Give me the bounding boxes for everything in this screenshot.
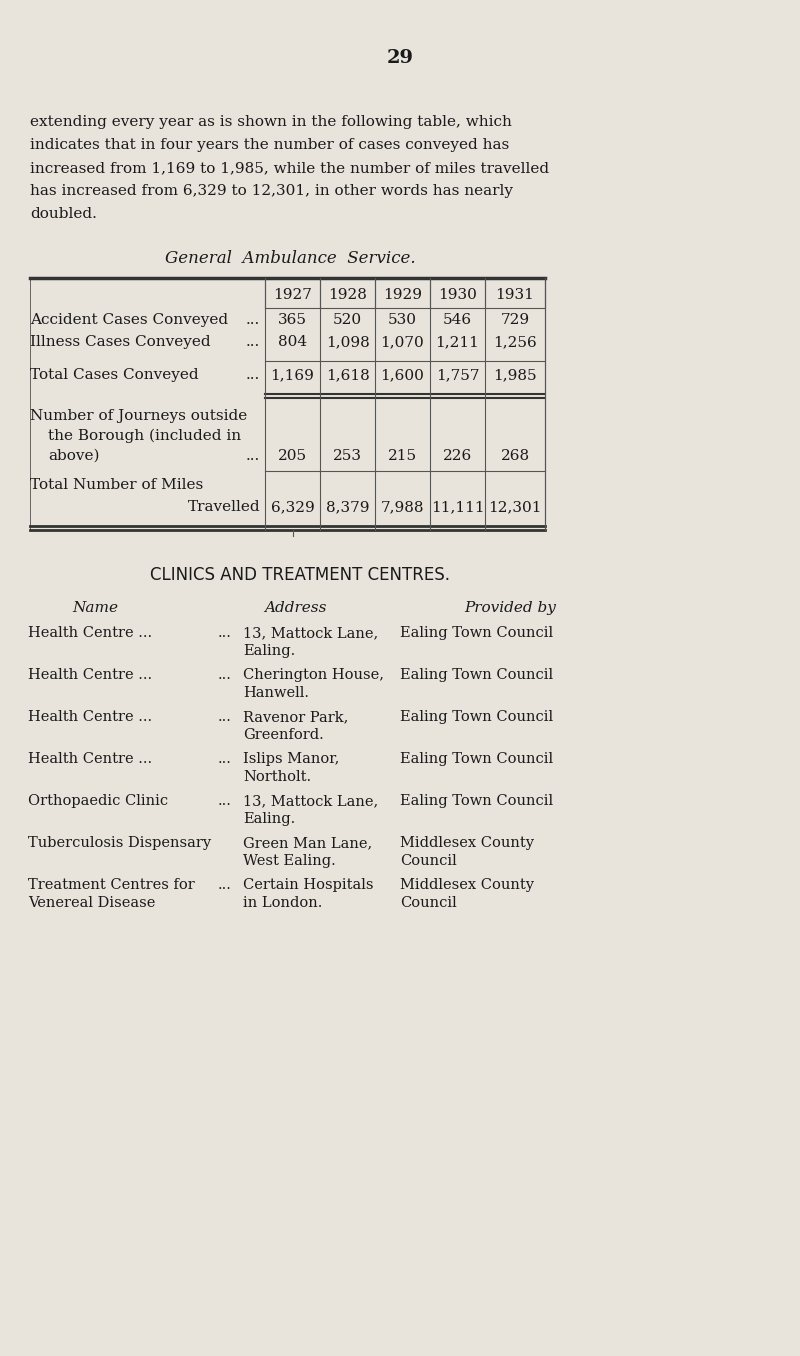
Text: 1,618: 1,618: [326, 367, 370, 382]
Text: Ealing.: Ealing.: [243, 644, 295, 658]
Text: above): above): [48, 449, 99, 462]
Text: 520: 520: [333, 313, 362, 327]
Text: Provided by: Provided by: [464, 601, 556, 616]
Text: 268: 268: [501, 449, 530, 462]
Text: ...: ...: [218, 626, 232, 640]
Text: increased from 1,169 to 1,985, while the number of miles travelled: increased from 1,169 to 1,985, while the…: [30, 161, 549, 175]
Text: Middlesex County: Middlesex County: [400, 837, 534, 850]
Text: Ealing.: Ealing.: [243, 812, 295, 826]
Text: Greenford.: Greenford.: [243, 728, 324, 742]
Text: Tuberculosis Dispensary: Tuberculosis Dispensary: [28, 837, 211, 850]
Text: Middlesex County: Middlesex County: [400, 877, 534, 892]
Text: 253: 253: [333, 449, 362, 462]
Text: 1,757: 1,757: [436, 367, 479, 382]
Text: 1928: 1928: [328, 287, 367, 302]
Text: Ealing Town Council: Ealing Town Council: [400, 795, 553, 808]
Text: 1,985: 1,985: [493, 367, 537, 382]
Text: 1,098: 1,098: [326, 335, 370, 348]
Text: Number of Journeys outside: Number of Journeys outside: [30, 410, 247, 423]
Text: 729: 729: [501, 313, 530, 327]
Text: 7,988: 7,988: [381, 500, 424, 514]
Text: Green Man Lane,: Green Man Lane,: [243, 837, 372, 850]
Text: Ealing Town Council: Ealing Town Council: [400, 711, 553, 724]
Text: 1,169: 1,169: [270, 367, 314, 382]
Text: indicates that in four years the number of cases conveyed has: indicates that in four years the number …: [30, 138, 510, 152]
Text: ...: ...: [218, 753, 232, 766]
Text: ...: ...: [246, 335, 260, 348]
Text: Council: Council: [400, 854, 457, 868]
Text: Total Cases Conveyed: Total Cases Conveyed: [30, 367, 198, 382]
Text: Illness Cases Conveyed: Illness Cases Conveyed: [30, 335, 210, 348]
Text: ...: ...: [218, 795, 232, 808]
Text: 1,600: 1,600: [381, 367, 425, 382]
Text: 1,070: 1,070: [381, 335, 424, 348]
Text: 8,379: 8,379: [326, 500, 370, 514]
Text: ...: ...: [218, 711, 232, 724]
Text: Council: Council: [400, 896, 457, 910]
Text: Name: Name: [72, 601, 118, 616]
Text: West Ealing.: West Ealing.: [243, 854, 336, 868]
Text: Health Centre ...: Health Centre ...: [28, 753, 152, 766]
Text: ...: ...: [246, 367, 260, 382]
Text: Ealing Town Council: Ealing Town Council: [400, 626, 553, 640]
Text: in London.: in London.: [243, 896, 322, 910]
Text: 11,111: 11,111: [430, 500, 484, 514]
Text: 1,211: 1,211: [435, 335, 479, 348]
Text: extending every year as is shown in the following table, which: extending every year as is shown in the …: [30, 115, 512, 129]
Text: 12,301: 12,301: [488, 500, 542, 514]
Text: Hanwell.: Hanwell.: [243, 686, 309, 700]
Text: Health Centre ...: Health Centre ...: [28, 711, 152, 724]
Text: 530: 530: [388, 313, 417, 327]
Text: 13, Mattock Lane,: 13, Mattock Lane,: [243, 626, 378, 640]
Text: Venereal Disease: Venereal Disease: [28, 896, 155, 910]
Text: 6,329: 6,329: [270, 500, 314, 514]
Text: 1929: 1929: [383, 287, 422, 302]
Text: ...: ...: [246, 313, 260, 327]
Text: Cherington House,: Cherington House,: [243, 669, 384, 682]
Text: Health Centre ...: Health Centre ...: [28, 626, 152, 640]
Text: 1927: 1927: [273, 287, 312, 302]
Text: Travelled: Travelled: [187, 500, 260, 514]
Text: 1,256: 1,256: [493, 335, 537, 348]
Text: 546: 546: [443, 313, 472, 327]
Text: 1931: 1931: [495, 287, 534, 302]
Text: Total Number of Miles: Total Number of Miles: [30, 479, 203, 492]
Text: General  Ambulance  Service.: General Ambulance Service.: [165, 250, 415, 267]
Text: ...: ...: [218, 669, 232, 682]
Text: 13, Mattock Lane,: 13, Mattock Lane,: [243, 795, 378, 808]
Text: Ealing Town Council: Ealing Town Council: [400, 753, 553, 766]
Text: 804: 804: [278, 335, 307, 348]
Text: 205: 205: [278, 449, 307, 462]
Text: Accident Cases Conveyed: Accident Cases Conveyed: [30, 313, 228, 327]
Text: Treatment Centres for: Treatment Centres for: [28, 877, 194, 892]
Text: Islips Manor,: Islips Manor,: [243, 753, 339, 766]
Text: 1930: 1930: [438, 287, 477, 302]
Text: has increased from 6,329 to 12,301, in other words has nearly: has increased from 6,329 to 12,301, in o…: [30, 184, 513, 198]
Text: Certain Hospitals: Certain Hospitals: [243, 877, 374, 892]
Text: the Borough (included in: the Borough (included in: [48, 428, 241, 443]
Text: 215: 215: [388, 449, 417, 462]
Text: Orthopaedic Clinic: Orthopaedic Clinic: [28, 795, 168, 808]
Text: Ealing Town Council: Ealing Town Council: [400, 669, 553, 682]
Text: 29: 29: [386, 49, 414, 66]
Text: Ravenor Park,: Ravenor Park,: [243, 711, 348, 724]
Text: Health Centre ...: Health Centre ...: [28, 669, 152, 682]
Text: 365: 365: [278, 313, 307, 327]
Text: doubled.: doubled.: [30, 207, 97, 221]
Text: CLINICS AND TREATMENT CENTRES.: CLINICS AND TREATMENT CENTRES.: [150, 565, 450, 584]
Text: ...: ...: [218, 877, 232, 892]
Text: 226: 226: [443, 449, 472, 462]
Text: Northolt.: Northolt.: [243, 770, 311, 784]
Text: Address: Address: [264, 601, 326, 616]
Text: ...: ...: [246, 449, 260, 462]
